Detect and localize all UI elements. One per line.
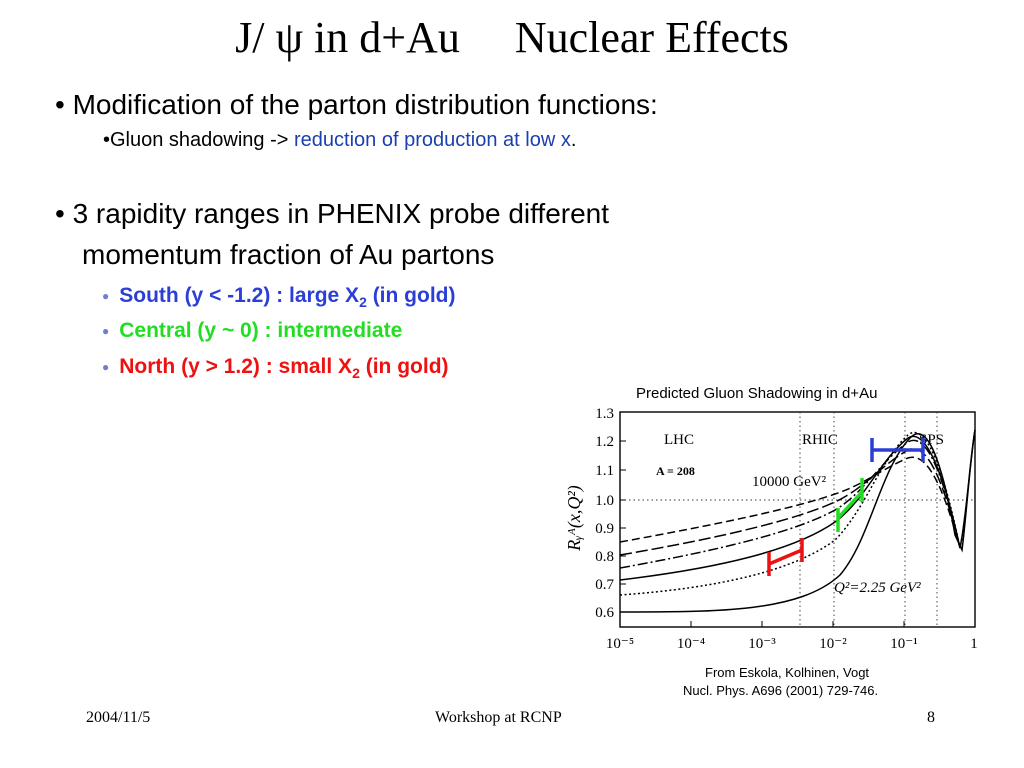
xtick-label: 10⁻³ [748, 636, 776, 652]
central-text: Central (y ~ 0) : intermediate [119, 319, 403, 342]
bullet-dot-icon: ● [102, 360, 110, 375]
footer-page-number: 8 [927, 709, 935, 726]
credit-line1: From Eskola, Kolhinen, Vogt [705, 665, 870, 680]
gluon-highlight: reduction of production at low x [294, 129, 571, 151]
footer-event: Workshop at RCNP [435, 709, 562, 726]
ytick-label: 1.2 [595, 434, 614, 450]
bullet-rapidity-line1: • 3 rapidity ranges in PHENIX probe diff… [55, 198, 610, 229]
footer-date: 2004/11/5 [86, 709, 151, 726]
slide-title: J/ ψ in d+Au Nuclear Effects [235, 13, 789, 62]
south-text: South (y < -1.2) : large X [119, 284, 360, 307]
rhic-label: RHIC [802, 432, 838, 448]
bullet-rapidity-line2: momentum fraction of Au partons [82, 239, 495, 270]
south-tail: (in gold) [366, 284, 456, 307]
central-range-marker [836, 478, 864, 532]
ytick-label: 0.8 [595, 549, 614, 565]
gluon-prefix: •Gluon shadowing -> [103, 129, 295, 151]
lhc-label: LHC [664, 432, 694, 448]
central-item: ● Central (y ~ 0) : intermediate [102, 317, 402, 345]
credit-line2: Nucl. Phys. A696 (2001) 729-746. [683, 683, 879, 698]
north-range-marker [767, 538, 804, 576]
bullet-pdf-modification: • Modification of the parton distributio… [55, 89, 658, 120]
ytick-label: 1.3 [595, 406, 614, 422]
south-range-marker [870, 438, 925, 462]
ytick-label: 0.7 [595, 577, 614, 593]
xtick-label: 10⁻⁴ [677, 636, 705, 652]
q-low-label: Q²=2.25 GeV² [834, 580, 921, 596]
xtick-label: 10⁻² [819, 636, 847, 652]
gluon-suffix: . [570, 129, 577, 151]
xtick-label: 10⁻⁵ [606, 636, 634, 652]
south-sub: 2 [359, 294, 367, 311]
xtick-label: 10⁻¹ [890, 636, 917, 652]
north-text: North (y > 1.2) : small X [119, 355, 353, 378]
figure-caption: Predicted Gluon Shadowing in d+Au [636, 385, 878, 402]
ytick-label: 0.9 [595, 521, 614, 537]
north-tail: (in gold) [359, 355, 449, 378]
south-item: ● South (y < -1.2) : large X2 (in gold) [102, 282, 456, 316]
a-label: A = 208 [656, 464, 695, 478]
north-item: ● North (y > 1.2) : small X2 (in gold) [102, 353, 449, 387]
bullet-dot-icon: ● [102, 324, 110, 339]
bullet-gluon-shadowing: •Gluon shadowing -> reduction of product… [103, 127, 576, 153]
north-sub: 2 [352, 365, 360, 382]
gluon-shadowing-figure: 1.3 1.2 1.1 1.0 0.9 0.8 0.7 0.6 10⁻⁵ 10⁻… [564, 406, 978, 652]
xtick-label: 1 [970, 636, 978, 652]
ytick-label: 1.1 [595, 463, 614, 479]
y-axis-label: Rᵧᴬ(x,Q²) [564, 485, 585, 552]
ytick-label: 1.0 [595, 493, 614, 509]
bullet-dot-icon: ● [102, 289, 110, 304]
q-high-label: 10000 GeV² [752, 474, 827, 490]
ytick-label: 0.6 [595, 605, 614, 621]
